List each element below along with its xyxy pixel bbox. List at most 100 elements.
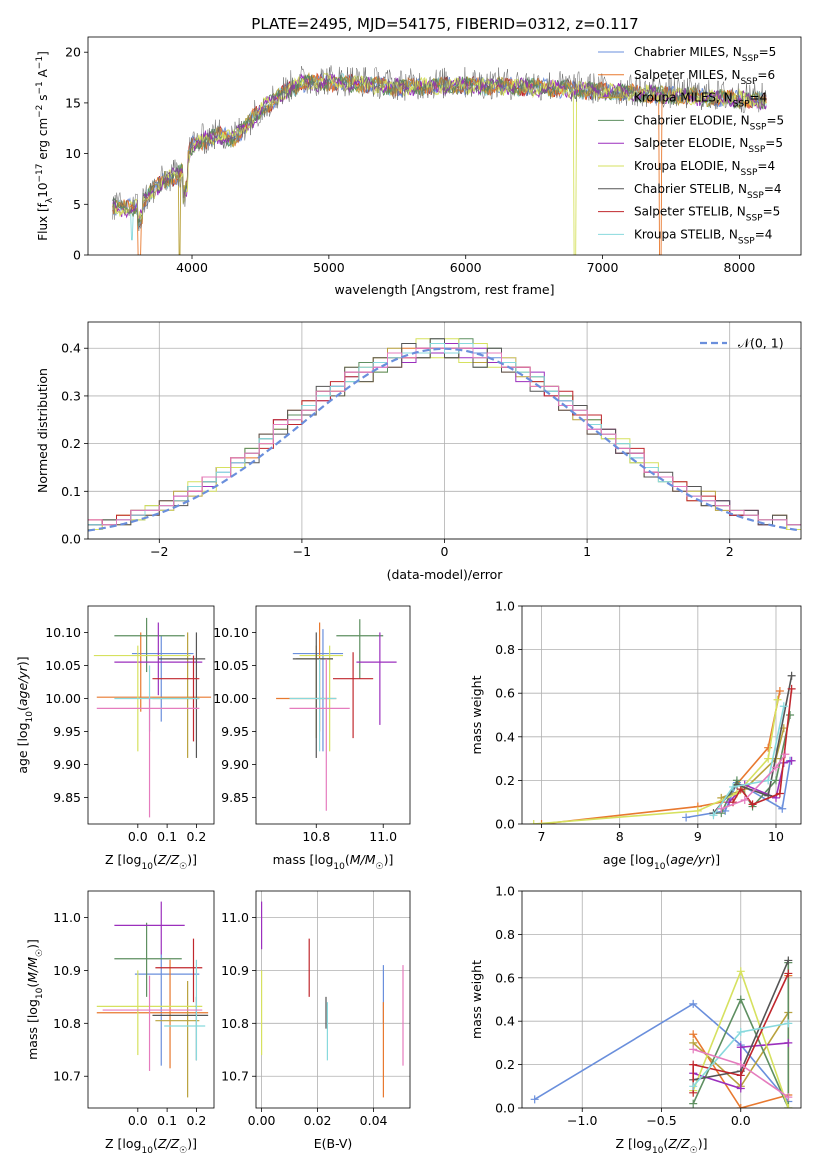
weight-marker	[773, 695, 782, 704]
y-tick-label: 5	[73, 197, 81, 212]
weight-line-series-4	[692, 962, 790, 1108]
y-tick-label: 0.0	[495, 817, 515, 832]
weight-marker	[682, 813, 691, 822]
label-part: ☉	[35, 949, 45, 957]
label-part: (	[25, 983, 40, 988]
x-tick-label: −1.0	[567, 1113, 597, 1128]
x-tick-label: 1	[583, 544, 591, 559]
legend-value: =5	[763, 205, 781, 219]
axes-frame	[255, 605, 411, 825]
label-part: 10	[654, 862, 666, 872]
legend-sub: SSP	[746, 214, 763, 224]
weight-marker	[784, 1104, 793, 1108]
label-part: Z/Z	[667, 1136, 690, 1151]
label-part: (	[665, 852, 670, 867]
y-axis-label: mass weight	[469, 675, 484, 754]
y-tick-label: 10.00	[213, 691, 249, 706]
weight-marker	[693, 806, 702, 815]
label-part: 10	[25, 711, 35, 723]
figure-title: PLATE=2495, MJD=54175, FIBERID=0312, z=0…	[251, 15, 638, 33]
label-part: A	[36, 68, 50, 81]
weight-marker	[736, 1084, 745, 1093]
y-tick-label: 9.95	[221, 724, 249, 739]
x-tick-label: 0.2	[186, 829, 206, 844]
axes-frame	[255, 890, 411, 1109]
legend-entry: 𝒩(0, 1)	[738, 336, 784, 351]
axes-frame	[87, 605, 215, 825]
legend-sub: SSP	[748, 145, 765, 155]
legend-text: Salpeter MILES, N	[634, 68, 741, 82]
legend-entry: Kroupa MILES, NSSP=4	[634, 91, 767, 110]
legend-text: Kroupa MILES, N	[634, 91, 733, 105]
weight-marker	[729, 782, 738, 791]
weight-marker	[779, 702, 788, 711]
legend-sub: SSP	[747, 191, 764, 201]
y-tick-label: 0.2	[495, 1057, 515, 1072]
x-tick-label: 8	[616, 829, 624, 844]
ebv-mass-panel: 0.00 0.02 0.04 10.7 10.8 10.9 11.0 E(B-V)	[221, 890, 411, 1151]
x-tick-label: 10	[768, 829, 784, 844]
y-tick-label: 11.0	[53, 910, 81, 925]
label-part: age [log	[603, 852, 654, 867]
weight-marker	[784, 1093, 793, 1102]
label-part: age/yr	[670, 852, 711, 867]
x-tick-label: 0.2	[186, 1113, 206, 1128]
weight-marker	[781, 750, 790, 759]
legend-value: =4	[764, 182, 782, 196]
x-axis-label: Z [log10(Z/Z☉)]	[105, 1136, 197, 1156]
weight-marker	[784, 1019, 793, 1028]
x-tick-label: −2	[150, 544, 168, 559]
y-tick-label: 0.0	[495, 1101, 515, 1116]
label-part: )]	[698, 1136, 708, 1151]
x-axis-label: wavelength [Angstrom, rest frame]	[334, 282, 554, 297]
weight-marker	[529, 820, 538, 824]
legend-text: Chabrier ELODIE, N	[634, 113, 750, 127]
label-part: λ	[45, 197, 55, 203]
axes-frame	[87, 36, 802, 256]
weight-marker	[748, 800, 757, 809]
x-tick-label: 0.02	[304, 1113, 332, 1128]
weight-marker	[736, 1104, 745, 1108]
label-part: Z/Z	[157, 852, 180, 867]
label-part: )]	[25, 939, 40, 949]
spectrum-line-series-6	[112, 72, 767, 255]
label-part: erg cm	[36, 118, 50, 164]
legend-entry: Chabrier STELIB, NSSP=4	[634, 182, 782, 201]
weight-marker	[775, 789, 784, 798]
spectrum-line-series-5	[112, 73, 767, 219]
label-part: 10	[141, 1146, 153, 1156]
y-tick-label: 10.9	[53, 963, 81, 978]
legend-value: =4	[750, 91, 768, 105]
legend-text: Chabrier MILES, N	[634, 45, 742, 59]
label-part: 10	[141, 862, 153, 872]
legend-value: =6	[757, 68, 775, 82]
normal-curve	[88, 347, 801, 532]
y-tick-label: 9.90	[53, 757, 81, 772]
weight-marker	[764, 743, 773, 752]
y-axis-label: age [log10(age/yr)]	[15, 656, 35, 773]
label-part: ]	[36, 51, 50, 56]
spectrum-panel: 4000 5000 6000 7000 8000 0 5 10 15 20 wavelength […	[35, 36, 802, 297]
axes-frame	[87, 890, 215, 1109]
legend-entry: Chabrier ELODIE, NSSP=5	[634, 113, 784, 132]
y-axis-label: mass weight	[469, 960, 484, 1039]
x-tick-label: −0.5	[646, 1113, 676, 1128]
label-part: )]	[187, 852, 197, 867]
residuals-panel: −2 −1 0 1 2 0.0 0.1 0.2 0.3 0.4 𝒩(0, 1) (data-model…	[35, 321, 802, 582]
y-tick-label: 10.05	[45, 658, 81, 673]
label-part: M/M	[350, 852, 376, 867]
y-tick-label: 20	[65, 45, 81, 60]
legend-text: Salpeter STELIB, N	[634, 205, 746, 219]
weight-marker	[530, 1095, 539, 1104]
label-part: )]	[384, 852, 394, 867]
plot-area	[93, 617, 212, 818]
y-tick-label: 1.0	[495, 884, 515, 899]
legend-entry: Chabrier MILES, NSSP=5	[634, 45, 776, 64]
label-part: Z [log	[105, 1136, 141, 1151]
weight-marker	[771, 763, 780, 772]
x-tick-label: 0.00	[248, 1113, 276, 1128]
x-tick-label: 11.0	[369, 829, 397, 844]
legend-entry: Salpeter STELIB, NSSP=5	[634, 205, 780, 224]
legend-value: =5	[765, 136, 783, 150]
